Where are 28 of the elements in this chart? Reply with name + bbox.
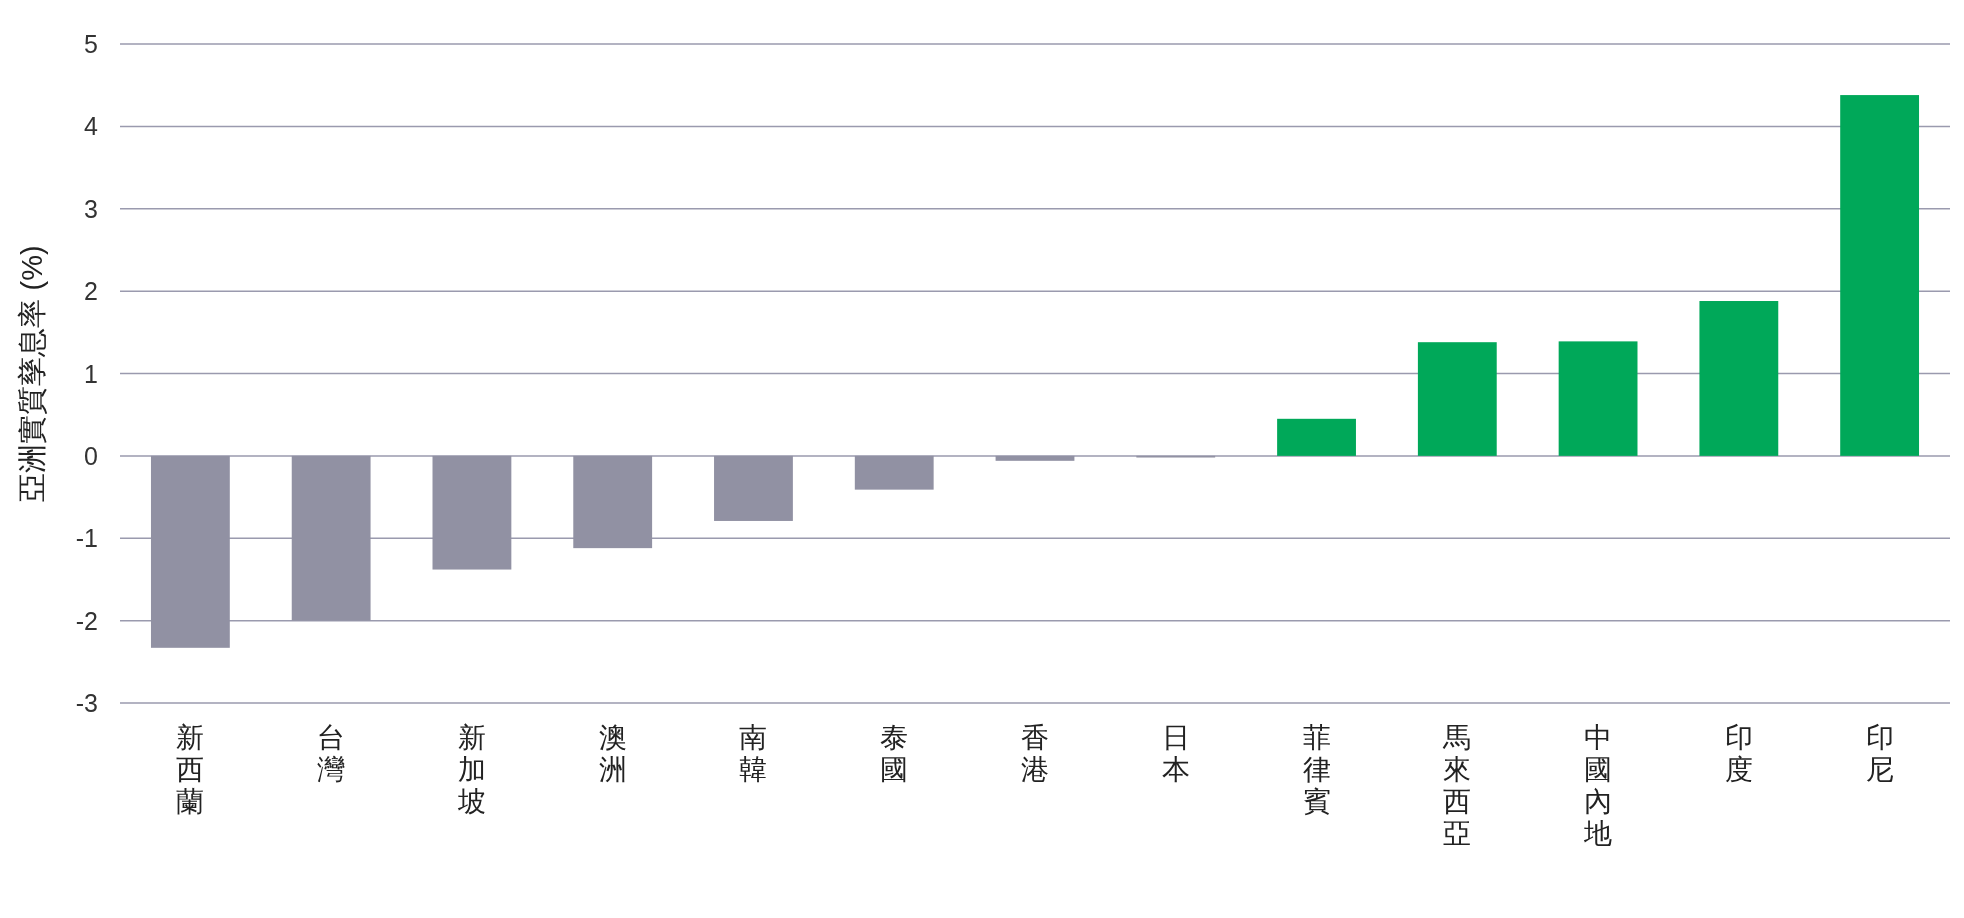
- bar: [1417, 342, 1497, 456]
- x-tick-label: 澳洲: [598, 722, 627, 785]
- y-tick-label: -1: [75, 524, 98, 553]
- x-tick-label: 台灣: [317, 722, 346, 785]
- x-tick-label: 印尼: [1865, 722, 1894, 785]
- x-tick-label: 日本: [1161, 722, 1190, 785]
- x-tick-label: 中國內地: [1583, 722, 1613, 849]
- y-tick-label: 4: [84, 112, 99, 141]
- y-axis-title: 亞洲實質孳息率 (%): [16, 245, 48, 502]
- x-tick-label: 香港: [1021, 722, 1049, 785]
- x-tick-label: 南韓: [739, 722, 768, 785]
- bar: [1699, 301, 1779, 456]
- y-tick-label: -2: [75, 606, 98, 635]
- bar: [1840, 95, 1920, 456]
- y-tick-label: 2: [84, 277, 98, 306]
- x-tick-label: 新西蘭: [176, 722, 205, 817]
- x-tick-label: 新加坡: [456, 722, 486, 817]
- bar: [1277, 418, 1356, 456]
- y-tick-label: -3: [75, 689, 98, 717]
- y-tick-label: 0: [84, 441, 98, 470]
- y-tick-label: 1: [84, 359, 98, 388]
- x-tick-label: 泰國: [880, 722, 909, 785]
- bar: [1558, 341, 1638, 456]
- x-tick-label: 馬來西亞: [1442, 722, 1472, 849]
- x-tick-label: 印度: [1724, 722, 1753, 785]
- y-tick-label: 5: [84, 30, 98, 58]
- x-tick-label: 菲律賓: [1302, 722, 1331, 817]
- y-tick-label: 3: [84, 194, 98, 223]
